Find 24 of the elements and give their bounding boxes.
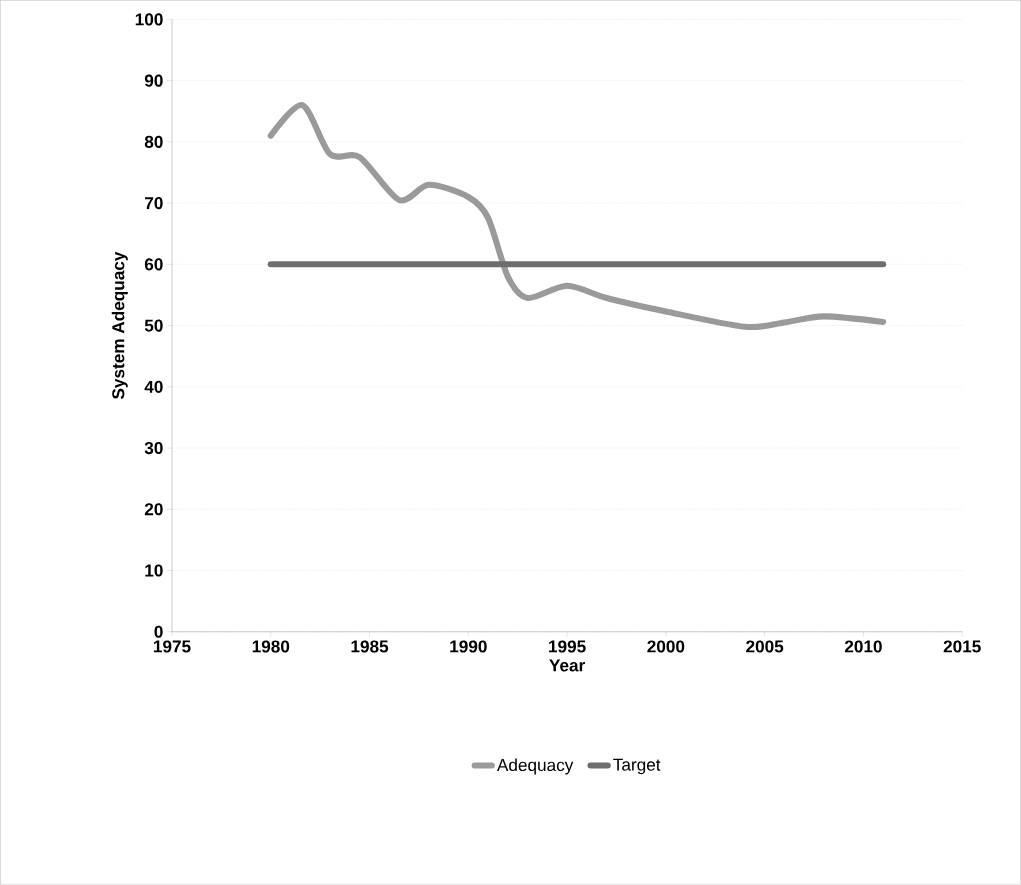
x-tick-label: 2000 bbox=[647, 640, 685, 653]
x-tick-label: 1990 bbox=[450, 640, 487, 653]
y-axis-title: System Adequacy bbox=[111, 251, 128, 400]
y-tick-label: 90 bbox=[144, 74, 163, 87]
y-tick-label: 50 bbox=[144, 319, 163, 332]
y-tick-label: 100 bbox=[135, 13, 163, 26]
legend-label: Adequacy bbox=[496, 758, 574, 775]
x-tick-label: 1975 bbox=[153, 640, 191, 653]
y-tick-label: 0 bbox=[154, 625, 163, 639]
y-tick-label: 10 bbox=[145, 564, 163, 577]
y-tick-label: 70 bbox=[145, 197, 163, 210]
y-tick-label: 80 bbox=[144, 135, 163, 149]
legend-label: Target bbox=[613, 758, 661, 775]
x-tick-label: 2005 bbox=[746, 640, 784, 653]
x-tick-label: 1985 bbox=[351, 640, 389, 653]
x-tick-label: 1995 bbox=[549, 640, 586, 653]
x-axis-title: Year bbox=[549, 659, 585, 672]
x-tick-label: 2010 bbox=[844, 640, 882, 653]
y-tick-label: 20 bbox=[144, 503, 163, 516]
y-tick-label: 60 bbox=[144, 258, 163, 271]
y-tick-label: 40 bbox=[144, 380, 163, 394]
x-tick-label: 2015 bbox=[943, 640, 981, 653]
y-tick-label: 30 bbox=[144, 442, 163, 455]
x-tick-label: 1980 bbox=[252, 640, 290, 653]
